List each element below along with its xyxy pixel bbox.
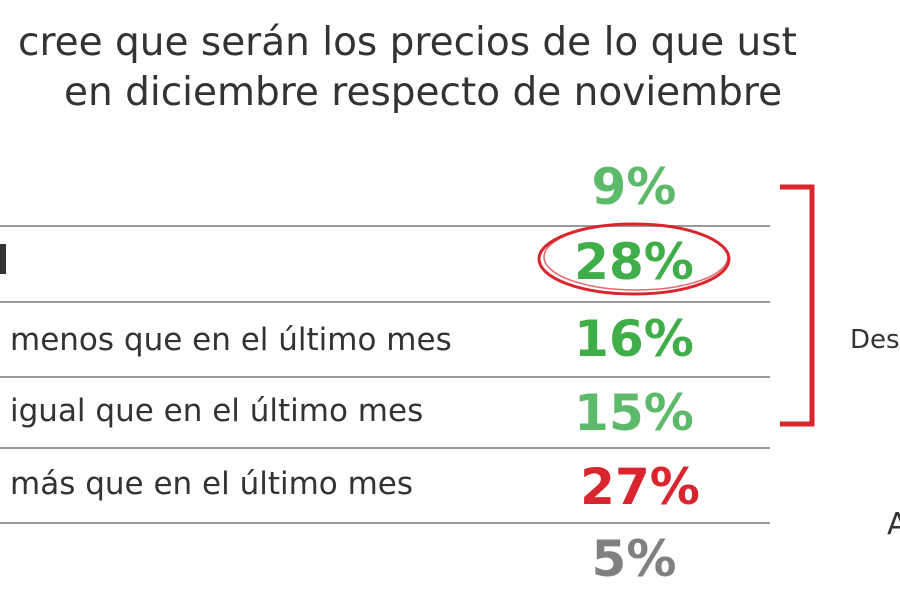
value-label: 16%: [574, 310, 694, 368]
row-separator: [0, 447, 770, 449]
value-label: 28%: [574, 233, 694, 291]
highlight-circle-stroke: [543, 223, 729, 291]
row-label-igual: igual que en el último mes: [10, 393, 424, 429]
title-line-1: cree que serán los precios de lo que ust: [18, 20, 797, 65]
row-separator: [0, 376, 770, 378]
value-label: 15%: [574, 384, 694, 442]
row-label-menos: menos que en el último mes: [10, 322, 452, 358]
value-label: 5%: [591, 530, 677, 588]
value-label: 9%: [591, 158, 677, 216]
bracket-label: Des: [850, 325, 900, 355]
row-separator: [0, 522, 770, 524]
row-separator: [0, 225, 770, 227]
title-line-2: en diciembre respecto de noviembre: [64, 70, 783, 115]
bracket: [780, 184, 815, 427]
row-label-mas: más que en el último mes: [10, 466, 414, 502]
value-label: 27%: [580, 458, 700, 516]
cropped-label-fragment: [0, 244, 6, 274]
row-separator: [0, 301, 770, 303]
side-label-fragment: A: [887, 507, 900, 542]
